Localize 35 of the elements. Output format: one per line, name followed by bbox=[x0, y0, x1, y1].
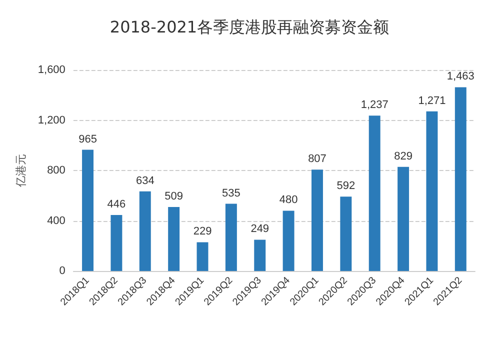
data-label: 829 bbox=[394, 150, 412, 162]
bar bbox=[426, 111, 438, 271]
chart-title: 2018-2021各季度港股再融资募资金额 bbox=[110, 18, 390, 36]
data-label: 634 bbox=[136, 174, 154, 187]
data-label: 249 bbox=[250, 223, 270, 236]
data-label: 446 bbox=[107, 198, 126, 210]
data-label: 1,463 bbox=[446, 70, 474, 83]
bar bbox=[139, 191, 151, 271]
bar bbox=[398, 166, 410, 271]
bar bbox=[312, 170, 323, 271]
data-label: 480 bbox=[279, 194, 298, 206]
data-label: 592 bbox=[336, 180, 356, 192]
y-tick-label: 1,200 bbox=[38, 114, 66, 126]
data-label: 509 bbox=[164, 190, 183, 203]
data-label: 1,237 bbox=[360, 99, 388, 112]
y-axis-title: 亿港元 bbox=[14, 154, 28, 188]
bar bbox=[282, 210, 294, 271]
data-label: 535 bbox=[222, 187, 240, 200]
y-tick-label: 1,600 bbox=[38, 64, 66, 76]
bar bbox=[454, 87, 466, 271]
y-tick-label: 0 bbox=[59, 265, 66, 277]
bar bbox=[254, 240, 266, 271]
data-label: 229 bbox=[193, 226, 212, 238]
bar bbox=[196, 242, 208, 271]
bar bbox=[368, 116, 380, 271]
bar bbox=[340, 196, 352, 271]
data-label: 1,271 bbox=[418, 94, 446, 107]
bar bbox=[168, 207, 180, 271]
bar bbox=[110, 214, 122, 271]
y-tick-label: 400 bbox=[47, 214, 66, 227]
bar bbox=[82, 150, 94, 271]
data-label: 965 bbox=[78, 133, 97, 146]
y-tick-label: 800 bbox=[47, 164, 66, 176]
data-label: 807 bbox=[308, 153, 326, 166]
bar bbox=[225, 204, 237, 271]
